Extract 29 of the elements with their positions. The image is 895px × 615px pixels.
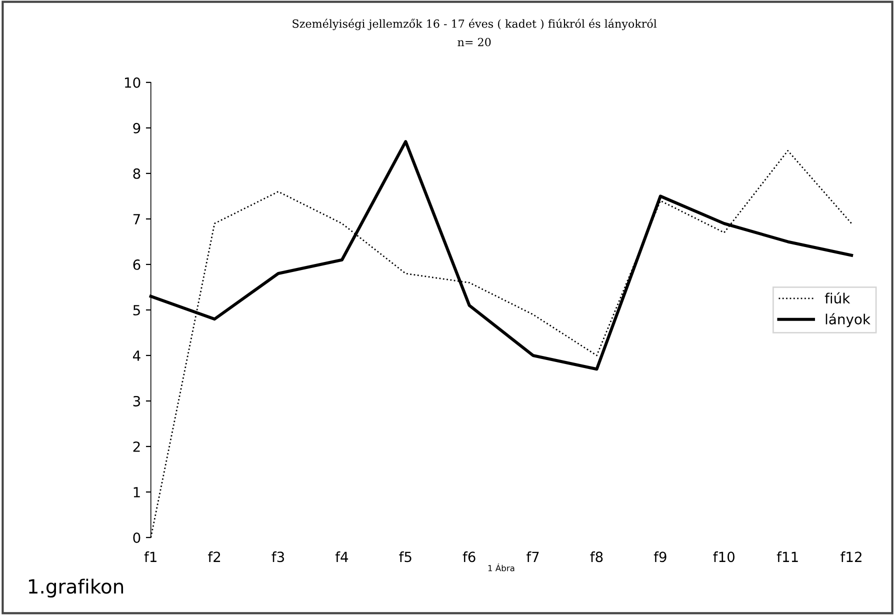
x-tick-label: f9	[654, 551, 666, 562]
y-tick-label: 10	[124, 77, 140, 88]
x-tick-label: f5	[399, 551, 412, 562]
x-tick-label: f11	[776, 551, 798, 562]
legend-label: lányok	[826, 313, 870, 328]
x-tick-label: f12	[840, 551, 862, 562]
chart-title: Személyiségi jellemzők 16 - 17 éves ( kadet ) fiúkról és lányokról	[292, 18, 657, 30]
y-tick-label: 5	[133, 305, 140, 316]
chart-subtitle: n= 20	[458, 38, 491, 46]
x-tick-label: f2	[208, 551, 220, 562]
y-tick-label: 4	[132, 350, 140, 361]
y-tick-label: 7	[133, 214, 140, 224]
x-tick-label: f1	[144, 551, 156, 562]
y-tick-label: 8	[133, 168, 140, 179]
text: 1.grafikon	[28, 578, 124, 598]
x-tick-label: f7	[526, 551, 539, 562]
y-tick-label: 2	[133, 441, 140, 452]
y-tick-label: 9	[133, 122, 140, 134]
x-tick-label: f6	[462, 551, 476, 562]
y-tick-label: 0	[133, 532, 140, 543]
legend-label: fiúk	[824, 292, 850, 304]
x-axis-title: 1 Ábra	[488, 563, 514, 572]
y-tick-label: 6	[133, 259, 140, 270]
x-tick-label: f10	[713, 551, 735, 562]
y-tick-label: 3	[133, 396, 140, 406]
x-tick-label: f8	[590, 551, 603, 562]
y-tick-label: 1	[134, 487, 140, 498]
x-tick-label: f4	[335, 551, 348, 562]
x-tick-label: f3	[272, 551, 284, 562]
